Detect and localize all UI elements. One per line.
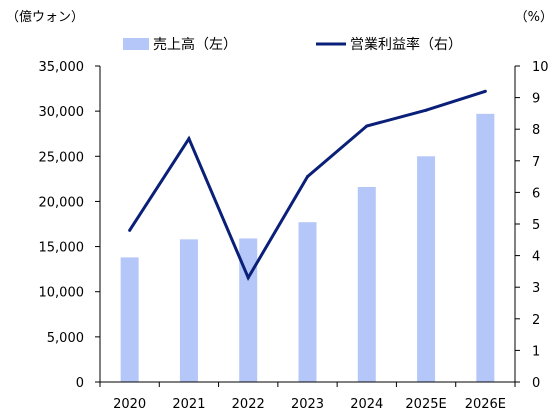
line-point — [128, 228, 132, 232]
left-axis-tick-label: 25,000 — [39, 150, 85, 165]
right-axis: 0 1 2 3 4 5 6 7 8 9 10 — [514, 60, 549, 391]
x-axis: 2020 2021 2022 2023 2024 2025E 2026E — [99, 381, 516, 412]
right-axis-tick-label: 8 — [532, 123, 540, 138]
x-axis-tick-label: 2025E — [405, 397, 446, 412]
left-axis-unit: （億ウォン） — [6, 9, 84, 25]
line-point — [365, 124, 369, 128]
x-axis-tick-label: 2024 — [350, 397, 383, 412]
line-point — [306, 175, 309, 179]
left-axis-tick-label: 20,000 — [39, 195, 85, 210]
bar — [120, 257, 139, 382]
x-axis-tick-label: 2026E — [465, 397, 506, 412]
right-axis-tick-label: 0 — [532, 376, 540, 391]
right-axis-tick-label: 10 — [532, 60, 549, 75]
x-axis-tick-label: 2023 — [291, 397, 324, 412]
x-axis-tick-label: 2022 — [232, 397, 265, 412]
left-axis-tick-label: 30,000 — [39, 105, 85, 120]
right-axis-tick-label: 5 — [532, 218, 540, 233]
right-axis-tick-label: 1 — [532, 344, 540, 359]
line-point — [483, 89, 487, 93]
bar-series — [120, 113, 495, 382]
legend-bar-label: 売上高（左） — [153, 36, 237, 53]
x-axis-tick-label: 2020 — [113, 397, 146, 412]
bar — [179, 239, 198, 382]
right-axis-tick-label: 4 — [532, 250, 540, 265]
line-point — [187, 137, 191, 141]
right-axis-tick-label: 7 — [532, 155, 540, 170]
right-axis-tick-label: 9 — [532, 92, 540, 107]
bar — [476, 113, 495, 382]
bar — [357, 186, 376, 382]
bar — [417, 156, 436, 382]
left-axis-tick-label: 15,000 — [39, 241, 85, 256]
left-axis-tick-label: 10,000 — [39, 286, 85, 301]
bar — [239, 238, 258, 382]
line-point — [424, 108, 428, 112]
right-axis-unit: （%） — [515, 10, 553, 25]
legend-line-label: 営業利益率（右） — [350, 36, 462, 53]
right-axis-tick-label: 2 — [532, 313, 540, 328]
line-point — [246, 276, 250, 280]
left-axis-tick-label: 0 — [76, 376, 84, 391]
bar — [298, 222, 317, 382]
right-axis-tick-label: 3 — [532, 281, 540, 296]
left-axis-tick-label: 35,000 — [39, 60, 85, 75]
left-axis-tick-label: 5,000 — [47, 331, 84, 346]
left-axis: 0 5,000 10,000 15,000 20,000 25,000 30,000 35,0… — [39, 60, 101, 391]
legend-bar-swatch — [123, 38, 149, 50]
legend: 売上高（左） 営業利益率（右） — [123, 36, 462, 53]
right-axis-tick-label: 6 — [532, 186, 540, 201]
line-series — [128, 89, 487, 282]
x-axis-tick-label: 2021 — [172, 397, 205, 412]
